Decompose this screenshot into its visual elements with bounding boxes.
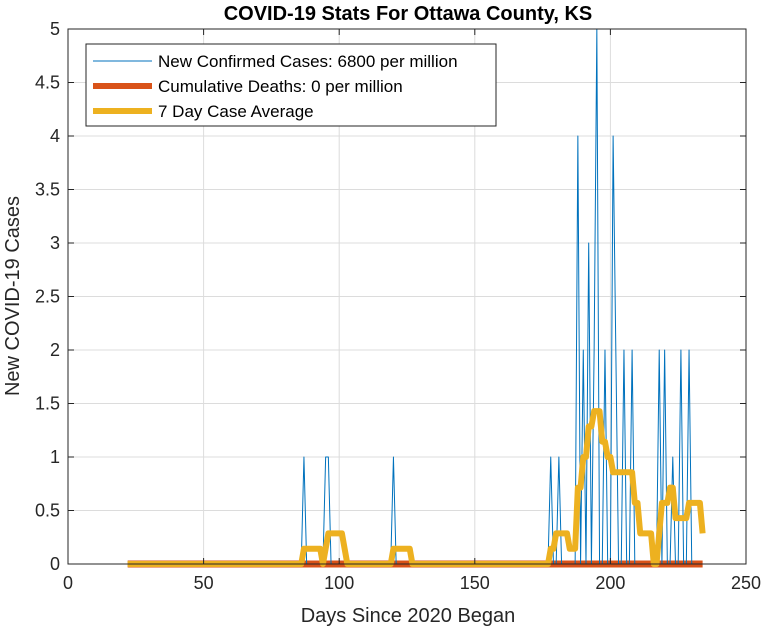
y-tick-label: 3 — [50, 233, 60, 253]
y-axis-title: New COVID-19 Cases — [2, 196, 24, 396]
y-tick-label: 4 — [50, 126, 60, 146]
chart-title: COVID-19 Stats For Ottawa County, KS — [224, 3, 593, 25]
y-tick-label: 0.5 — [35, 501, 60, 521]
legend-entry-cumulative-deaths: Cumulative Deaths: 0 per million — [158, 77, 403, 96]
x-axis-title: Days Since 2020 Began — [301, 605, 516, 627]
y-tick-label: 3.5 — [35, 180, 60, 200]
legend: New Confirmed Cases: 6800 per million Cum… — [85, 43, 497, 127]
x-tick-label: 0 — [63, 573, 73, 593]
y-tick-label: 2.5 — [35, 287, 60, 307]
y-tick-label: 2 — [50, 340, 60, 360]
ticks-layer — [67, 28, 747, 565]
y-tick-label: 1 — [50, 447, 60, 467]
x-tick-label: 200 — [595, 573, 625, 593]
x-tick-label: 50 — [194, 573, 214, 593]
y-tick-label: 4.5 — [35, 73, 60, 93]
legend-entry-new-cases: New Confirmed Cases: 6800 per million — [158, 52, 458, 71]
y-tick-label: 1.5 — [35, 394, 60, 414]
x-tick-label: 150 — [460, 573, 490, 593]
x-tick-label: 250 — [731, 573, 761, 593]
y-tick-label: 0 — [50, 554, 60, 574]
legend-entry-seven-day-average: 7 Day Case Average — [158, 102, 314, 121]
legend-box — [85, 43, 497, 127]
y-tick-label: 5 — [50, 19, 60, 39]
x-tick-label: 100 — [324, 573, 354, 593]
tick-labels: 0 50 100 150 200 250 0 0.5 1 1.5 2 2.5 3 3.5 4 4.5 5 — [35, 19, 761, 593]
